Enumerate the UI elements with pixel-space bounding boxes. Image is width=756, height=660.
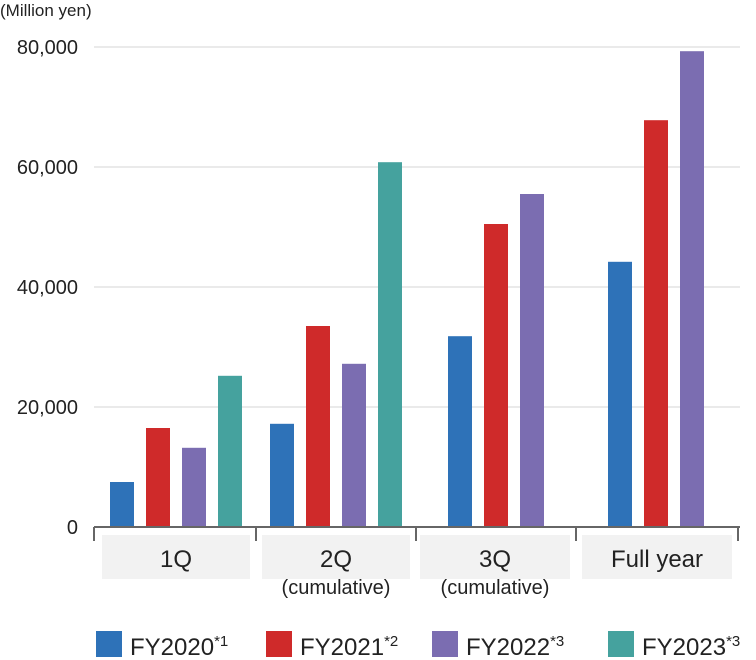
bar (110, 482, 134, 527)
bar (270, 423, 294, 527)
legend-swatch (432, 631, 458, 657)
legend: FY2020*1 FY2021*2 FY2022*3 FY2023*3 (96, 631, 740, 660)
y-tick-label: 20,000 (17, 397, 78, 419)
bar (484, 224, 508, 527)
legend-label: FY2022*3 (466, 633, 564, 660)
y-tick-label: 60,000 (17, 157, 78, 179)
category-label-background (262, 535, 410, 579)
category-label: Full year (611, 546, 703, 573)
category-label: 3Q (479, 546, 511, 573)
legend-swatch (266, 631, 292, 657)
legend-swatch (608, 631, 634, 657)
legend-swatch (96, 631, 122, 657)
category-sublabel: (cumulative) (441, 577, 550, 599)
bar (182, 447, 206, 527)
legend-label: FY2020*1 (130, 633, 228, 660)
y-tick-label: 0 (67, 517, 78, 539)
y-axis-unit-label: (Million yen) (0, 1, 92, 20)
x-axis (93, 526, 740, 541)
y-tick-label: 80,000 (17, 37, 78, 59)
category-sublabel: (cumulative) (282, 577, 391, 599)
bar (520, 194, 544, 527)
bar (378, 162, 402, 527)
y-axis-ticks: 0 20,000 40,000 60,000 80,000 (17, 37, 78, 539)
category-label-backgrounds (102, 535, 732, 579)
bar (342, 363, 366, 527)
category-labels: 1Q 2Q (cumulative) 3Q (cumulative) Full year (160, 546, 703, 599)
category-label-background (582, 535, 732, 579)
bar (448, 336, 472, 527)
category-label: 1Q (160, 546, 192, 573)
category-label-background (420, 535, 570, 579)
bar (608, 261, 632, 527)
category-label-background (102, 535, 250, 579)
bar (218, 375, 242, 527)
bar (306, 326, 330, 527)
y-tick-label: 40,000 (17, 277, 78, 299)
legend-label: FY2023*3 (642, 633, 740, 660)
bar (680, 51, 704, 527)
legend-label: FY2021*2 (300, 633, 398, 660)
category-label: 2Q (320, 546, 352, 573)
bars (110, 51, 704, 527)
bar (644, 120, 668, 527)
bar (146, 428, 170, 527)
gridlines (94, 46, 740, 408)
